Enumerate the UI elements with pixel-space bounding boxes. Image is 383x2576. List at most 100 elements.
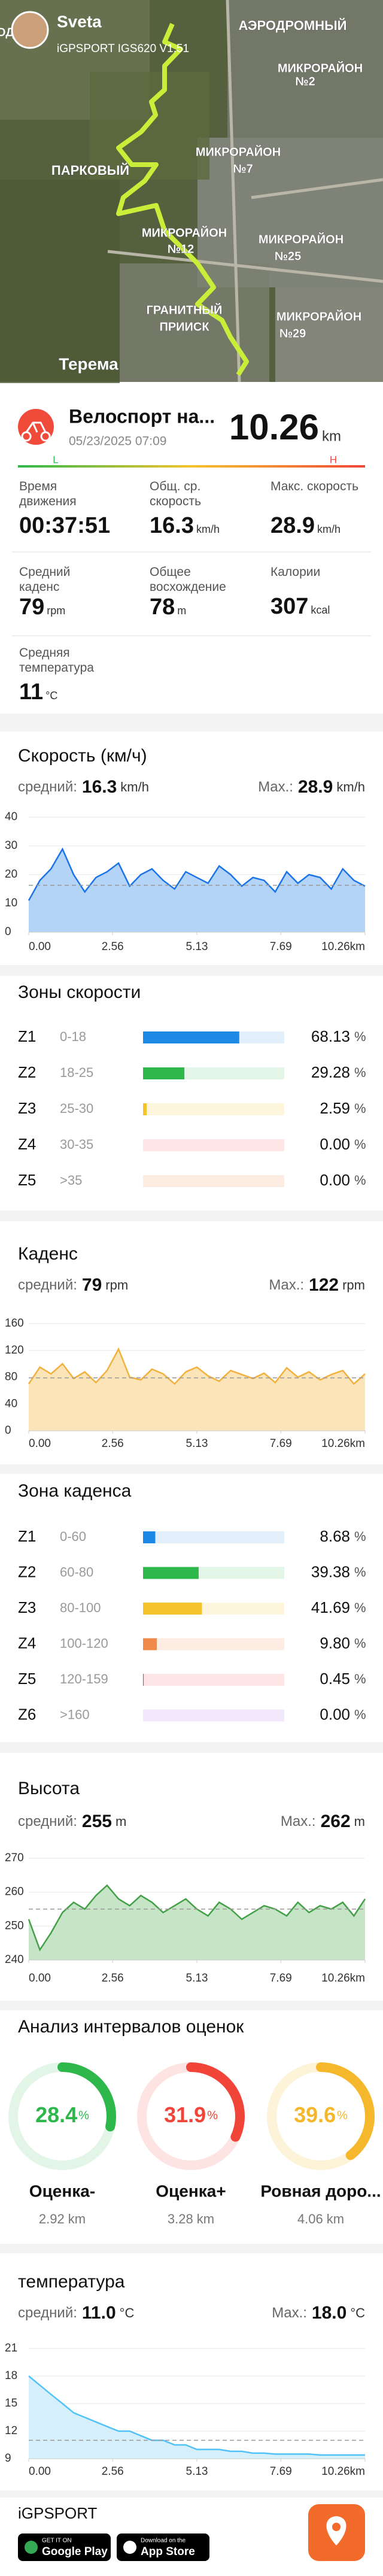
stat-value: 307 <box>270 594 309 619</box>
map-label: ПРИИСК <box>159 320 209 333</box>
section-title: температура <box>18 2272 125 2292</box>
stat: Средняя температура 11 °C <box>19 645 109 705</box>
ring-text: 31.9% <box>164 2102 218 2127</box>
stat-value-row: 79 rpm <box>19 594 109 620</box>
x-tick-label: 2.56 <box>102 940 124 953</box>
road <box>107 0 383 383</box>
y-tick-label: 270 <box>5 1852 24 1864</box>
ring-arc <box>8 2062 116 2170</box>
stat: Общ. ср. скорость 16.3 km/h <box>150 479 239 539</box>
zone-track <box>143 1674 284 1686</box>
zone-range: 0-60 <box>60 1529 86 1544</box>
zone-unit: % <box>354 1101 366 1116</box>
stat-value-row: 307 kcal <box>270 594 375 620</box>
zone-unit: % <box>354 1173 366 1188</box>
ring-percent: 39.6 <box>294 2102 336 2127</box>
x-tick-label: 0.00 <box>29 2465 51 2478</box>
ring-unit: % <box>207 2109 218 2122</box>
map-area <box>0 180 120 383</box>
line <box>28 847 366 901</box>
section-title: Скорость (км/ч) <box>18 746 147 766</box>
ring-text: 39.6% <box>294 2102 348 2127</box>
y-tick-label: 240 <box>5 1953 24 1966</box>
zone-unit: % <box>354 1029 366 1044</box>
map-label: №2 <box>295 75 315 88</box>
zone-track <box>143 1709 284 1722</box>
max-value: 262 <box>321 1812 351 1831</box>
zone-bar <box>143 1531 156 1543</box>
map-area <box>197 138 383 287</box>
map-label: МИКРОРАЙОН <box>278 60 363 75</box>
zone-percent: 0.00 <box>320 1135 350 1153</box>
avg-unit: m <box>115 1814 126 1829</box>
store-small: GET IT ON <box>42 2538 72 2544</box>
x-tick-label: 7.69 <box>270 1972 292 1985</box>
stat-label: Калории <box>270 565 321 579</box>
max-prefix: Max.: <box>258 779 293 795</box>
chart: температура средний: 11.0 °C Max.: 18.0 °C 9 12 1… <box>5 2272 366 2478</box>
section-gap <box>0 714 383 732</box>
zone-section: Зоны скорости Z1 0-18 68.13 % Z2 18-25 29.28 % Z3… <box>18 982 366 1189</box>
zone-range: 60-80 <box>60 1564 93 1579</box>
activity-date: 05/23/2025 07:09 <box>69 435 167 448</box>
y-tick-label: 0 <box>5 1424 11 1437</box>
map-label: Терема <box>59 354 118 373</box>
x-tick-label: 7.69 <box>270 1437 292 1450</box>
section-gap <box>0 965 383 976</box>
ring-unit: % <box>337 2109 348 2122</box>
avg-text: средний: 255 m <box>18 1812 126 1831</box>
stat-value: 78 <box>150 594 175 620</box>
distance: 10.26 <box>229 407 319 447</box>
sport-icon <box>18 409 54 445</box>
stat: Общее восхождение 78 m <box>150 565 239 620</box>
stat: Макс. скорость 28.9 km/h <box>270 479 375 539</box>
zone-range: 0-18 <box>60 1029 86 1044</box>
zone-unit: % <box>354 1671 366 1686</box>
ring-unit: % <box>78 2109 89 2122</box>
zone-name: Z4 <box>18 1634 36 1652</box>
line <box>28 2375 365 2456</box>
analysis: Анализ интервалов оценок 28.4 % Оценка- 2.92… <box>8 2017 381 2226</box>
zone-name: Z1 <box>18 1527 36 1545</box>
store-name: Google Play <box>42 2545 108 2558</box>
section-gap <box>0 1210 383 1221</box>
scale-low: L <box>53 454 58 465</box>
y-tick-label: 250 <box>5 1919 24 1932</box>
avg-unit: km/h <box>120 779 149 794</box>
area <box>29 2376 365 2459</box>
zone-unit: % <box>354 1600 366 1615</box>
store-badge[interactable] <box>18 2533 111 2561</box>
ring-percent: 31.9 <box>164 2102 206 2127</box>
avg-unit: rpm <box>105 1278 128 1292</box>
map-label: МИКРОРАЙОН <box>276 309 361 323</box>
stat-unit: km/h <box>196 523 220 535</box>
max-prefix: Max.: <box>281 1813 316 1829</box>
zone-name: Z2 <box>18 1562 36 1580</box>
x-tick-label: 2.56 <box>102 1437 124 1450</box>
zone-unit: % <box>354 1707 366 1722</box>
activity-title: Велоспорт на... <box>69 405 215 427</box>
x-tick-label: 2.56 <box>102 1972 124 1985</box>
zone-percent: 41.69 <box>311 1598 350 1616</box>
zone-bar <box>143 1067 185 1079</box>
stat-unit: m <box>177 605 187 617</box>
ring-percent: 28.4 <box>35 2102 77 2127</box>
store-badge[interactable] <box>117 2533 209 2561</box>
map-label: МИКРОРАЙОН <box>259 232 344 246</box>
bike-glyph <box>21 421 51 442</box>
intensity-bar <box>18 465 365 468</box>
ring-label: Оценка- <box>29 2181 95 2200</box>
max-prefix: Max.: <box>269 1277 304 1293</box>
line <box>28 1347 366 1385</box>
stat-value-row: 11 °C <box>19 679 109 705</box>
stat-value: 00:37:51 <box>19 513 111 538</box>
section-gap <box>0 1742 383 1753</box>
max-text: Max.: 18.0 °C <box>272 2303 365 2323</box>
zone-track <box>143 1175 284 1187</box>
zone-name: Z6 <box>18 1705 36 1723</box>
x-tick-label: 5.13 <box>186 1437 208 1450</box>
stat-unit: kcal <box>311 604 330 616</box>
zone-bar <box>143 1674 144 1686</box>
